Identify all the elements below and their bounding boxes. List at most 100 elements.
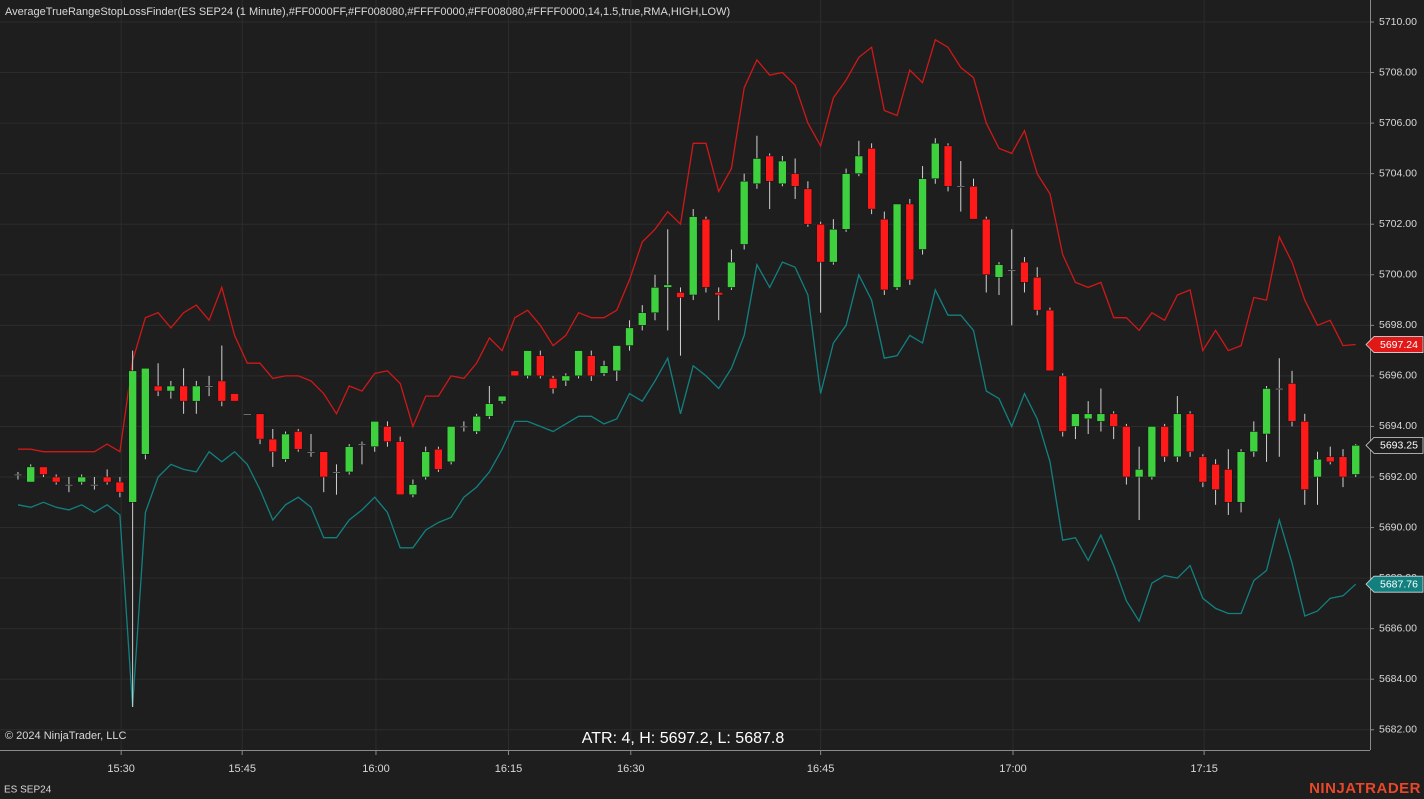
grid xyxy=(0,0,1370,750)
candle-body xyxy=(803,188,813,225)
candle-body xyxy=(115,481,125,493)
y-tick-label: 5710.00 xyxy=(1379,16,1417,28)
candle-body xyxy=(255,413,265,440)
candle-body xyxy=(1300,421,1309,490)
candle-body xyxy=(204,385,214,388)
candle-body xyxy=(1211,464,1220,490)
price-marker xyxy=(1365,436,1424,454)
x-tick-label: 15:45 xyxy=(228,763,256,775)
candle-body xyxy=(1236,451,1246,503)
stop-line xyxy=(18,38,1356,453)
candle-body xyxy=(599,365,609,374)
candle-body xyxy=(943,145,953,187)
candle-body xyxy=(778,160,787,185)
price-marker-label: 5693.25 xyxy=(1380,440,1418,452)
candle-body xyxy=(64,484,74,486)
candle-body xyxy=(994,264,1004,278)
candle-body xyxy=(1071,413,1080,427)
x-tick-label: 17:00 xyxy=(999,763,1027,775)
candle-body xyxy=(1249,431,1259,452)
candle-body xyxy=(829,229,838,263)
candle-body xyxy=(294,431,303,450)
candle-body xyxy=(841,173,851,230)
candle-body xyxy=(370,421,379,447)
candle-body xyxy=(166,385,176,392)
candle-body xyxy=(153,385,163,392)
candle-body xyxy=(51,476,61,483)
candle-body xyxy=(128,370,137,503)
candle-body xyxy=(714,292,723,296)
candle-body xyxy=(395,441,405,495)
candle-body xyxy=(230,393,239,402)
candle-body xyxy=(1147,426,1157,478)
candle-body xyxy=(1287,383,1297,422)
candle-body xyxy=(510,370,520,377)
y-tick-label: 5692.00 xyxy=(1379,471,1417,483)
candle-body xyxy=(727,261,736,288)
candle-body xyxy=(561,375,571,382)
candle-body xyxy=(1007,269,1016,271)
candle-body xyxy=(816,223,825,263)
price-marker-label: 5687.76 xyxy=(1380,578,1418,590)
candle-body xyxy=(1326,456,1335,463)
candle-body xyxy=(625,327,634,346)
candle-body xyxy=(306,451,316,453)
candle-body xyxy=(243,413,252,416)
candle-body xyxy=(739,180,749,245)
x-tick-label: 16:30 xyxy=(617,763,645,775)
candle-body xyxy=(574,350,583,377)
x-tick-label: 16:15 xyxy=(495,763,523,775)
candle-body xyxy=(192,385,201,402)
candle-body xyxy=(1338,456,1348,478)
candle-body xyxy=(956,186,965,188)
candle-body xyxy=(663,284,672,288)
candle-body xyxy=(1262,388,1271,435)
candle-body xyxy=(931,143,940,179)
candle-body xyxy=(485,403,494,417)
candle-body xyxy=(1096,413,1106,422)
candle-body xyxy=(1351,445,1360,475)
candle-body xyxy=(434,448,443,470)
candle-body xyxy=(383,426,392,442)
candle-body xyxy=(1134,469,1144,478)
candle-body xyxy=(1045,309,1055,372)
y-tick-label: 5682.00 xyxy=(1379,724,1417,736)
candle-body xyxy=(650,287,660,313)
candle-body xyxy=(880,218,889,291)
price-marker xyxy=(1365,336,1424,353)
y-tick-label: 5706.00 xyxy=(1379,117,1417,129)
y-tick-label: 5684.00 xyxy=(1379,673,1417,685)
y-tick-label: 5698.00 xyxy=(1379,319,1417,331)
brand-logo: NINJATRADER xyxy=(1309,780,1421,797)
y-tick-label: 5700.00 xyxy=(1379,269,1417,281)
indicator-title: AverageTrueRangeStopLossFinder(ES SEP24 … xyxy=(5,6,730,18)
candle-body xyxy=(701,218,711,288)
candle-body xyxy=(790,173,800,187)
candle-body xyxy=(892,203,902,288)
candle-body xyxy=(1160,426,1169,458)
x-tick-label: 17:15 xyxy=(1190,763,1218,775)
candle-body xyxy=(523,350,532,377)
candle-body xyxy=(612,345,621,372)
y-tick-label: 5704.00 xyxy=(1379,167,1417,179)
candle-body xyxy=(332,471,341,474)
x-tick-label: 15:30 xyxy=(107,763,135,775)
candle-body xyxy=(1033,277,1042,311)
copyright: © 2024 NinjaTrader, LLC xyxy=(5,730,126,742)
price-marker-label: 5697.24 xyxy=(1380,339,1418,351)
candle-body xyxy=(357,443,367,446)
y-tick-label: 5686.00 xyxy=(1379,622,1417,634)
y-tick-label: 5690.00 xyxy=(1379,521,1417,533)
candle-body xyxy=(1185,413,1195,452)
candle-body xyxy=(319,451,328,478)
instrument: ES SEP24 xyxy=(4,785,52,796)
y-tick-label: 5696.00 xyxy=(1379,370,1417,382)
candle-body xyxy=(217,380,227,402)
candle-body xyxy=(26,466,35,483)
candle-body xyxy=(345,446,354,473)
candle-body xyxy=(39,466,48,475)
stop-line xyxy=(17,261,1357,708)
candle-body xyxy=(587,355,596,377)
candle-body xyxy=(752,158,762,185)
